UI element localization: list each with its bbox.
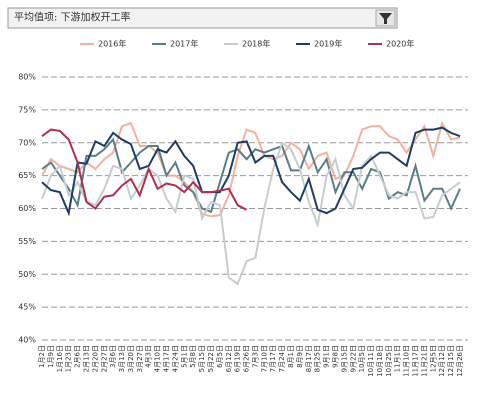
x-tick-label: 9月15日 (340, 345, 348, 372)
x-tick-label: 1月23日 (65, 345, 73, 372)
x-tick-label: 11月17日 (412, 345, 420, 377)
x-tick-label: 1月9日 (47, 345, 55, 368)
x-tick-label: 4月10日 (154, 345, 162, 372)
x-tick-label: 2月20日 (91, 345, 99, 372)
x-tick-label: 4月24日 (171, 345, 179, 372)
legend-label: 2018年 (242, 39, 270, 49)
series-line (41, 120, 461, 218)
x-tick-label: 1月16日 (56, 345, 64, 372)
series-line (41, 126, 461, 217)
y-tick-label: 45% (18, 303, 36, 312)
x-tick-label: 11月1日 (394, 345, 402, 372)
legend-label: 2020年 (386, 39, 414, 49)
x-tick-label: 7月17日 (269, 345, 277, 372)
x-tick-label: 10月5日 (358, 345, 366, 372)
x-tick-label: 12月12日 (438, 345, 446, 377)
x-tick-label: 3月20日 (127, 345, 135, 372)
x-tick-label: 4月17日 (163, 345, 171, 372)
x-tick-label: 6月5日 (216, 345, 224, 368)
x-tick-label: 9月22日 (349, 345, 357, 372)
x-tick-label: 2月6日 (74, 345, 82, 368)
x-tick-label: 8月1日 (287, 345, 295, 368)
x-tick-label: 10月11日 (367, 345, 375, 377)
x-tick-label: 9月1日 (323, 345, 331, 368)
x-tick-label: 2月13日 (82, 345, 90, 372)
x-tick-label: 6月12日 (225, 345, 233, 372)
filter-button[interactable] (375, 9, 396, 27)
x-tick-label: 11月21日 (420, 345, 428, 377)
x-tick-label: 1月2日 (38, 345, 46, 368)
chart-title: 平均值项: 下游加权开工率 (14, 11, 131, 24)
y-tick-label: 55% (18, 237, 36, 246)
x-tick-label: 12月26日 (456, 345, 464, 377)
x-tick-label: 5月1日 (180, 345, 188, 368)
x-tick-label: 10月25日 (385, 345, 393, 377)
x-tick-label: 12月5日 (429, 345, 437, 372)
x-tick-label: 10月18日 (376, 345, 384, 377)
series-line (41, 141, 461, 286)
x-tick-label: 2月27日 (100, 345, 108, 372)
x-tick-label: 3月6日 (109, 345, 117, 368)
series-line (41, 128, 248, 211)
legend-label: 2017年 (170, 39, 198, 49)
x-tick-label: 8月9日 (296, 345, 304, 368)
legend-label: 2016年 (98, 39, 126, 49)
x-tick-label: 5月15日 (198, 345, 206, 372)
header-box (7, 7, 398, 29)
x-tick-label: 11月10日 (403, 345, 411, 377)
x-tick-label: 4月3日 (145, 345, 153, 368)
x-tick-label: 7月10日 (260, 345, 268, 372)
y-tick-label: 65% (18, 171, 36, 180)
y-tick-label: 50% (18, 270, 36, 279)
x-tick-label: 8月25日 (314, 345, 322, 372)
x-tick-label: 6月19日 (234, 345, 242, 372)
x-tick-label: 6月26日 (243, 345, 251, 372)
x-tick-label: 3月27日 (136, 345, 144, 372)
x-tick-label: 5月8日 (189, 345, 197, 368)
legend-label: 2019年 (314, 39, 342, 49)
x-tick-label: 7月3日 (251, 345, 259, 368)
x-tick-label: 9月8日 (331, 345, 339, 368)
y-tick-label: 60% (18, 204, 36, 213)
x-tick-label: 3月13日 (118, 345, 126, 372)
x-tick-label: 5月22日 (207, 345, 215, 372)
y-tick-label: 75% (18, 105, 36, 114)
x-tick-label: 8月17日 (305, 345, 313, 372)
y-tick-label: 40% (18, 336, 36, 345)
y-tick-label: 80% (18, 73, 36, 82)
x-tick-label: 7月24日 (278, 345, 286, 372)
y-tick-label: 70% (18, 138, 36, 147)
x-tick-label: 12月15日 (447, 345, 455, 377)
